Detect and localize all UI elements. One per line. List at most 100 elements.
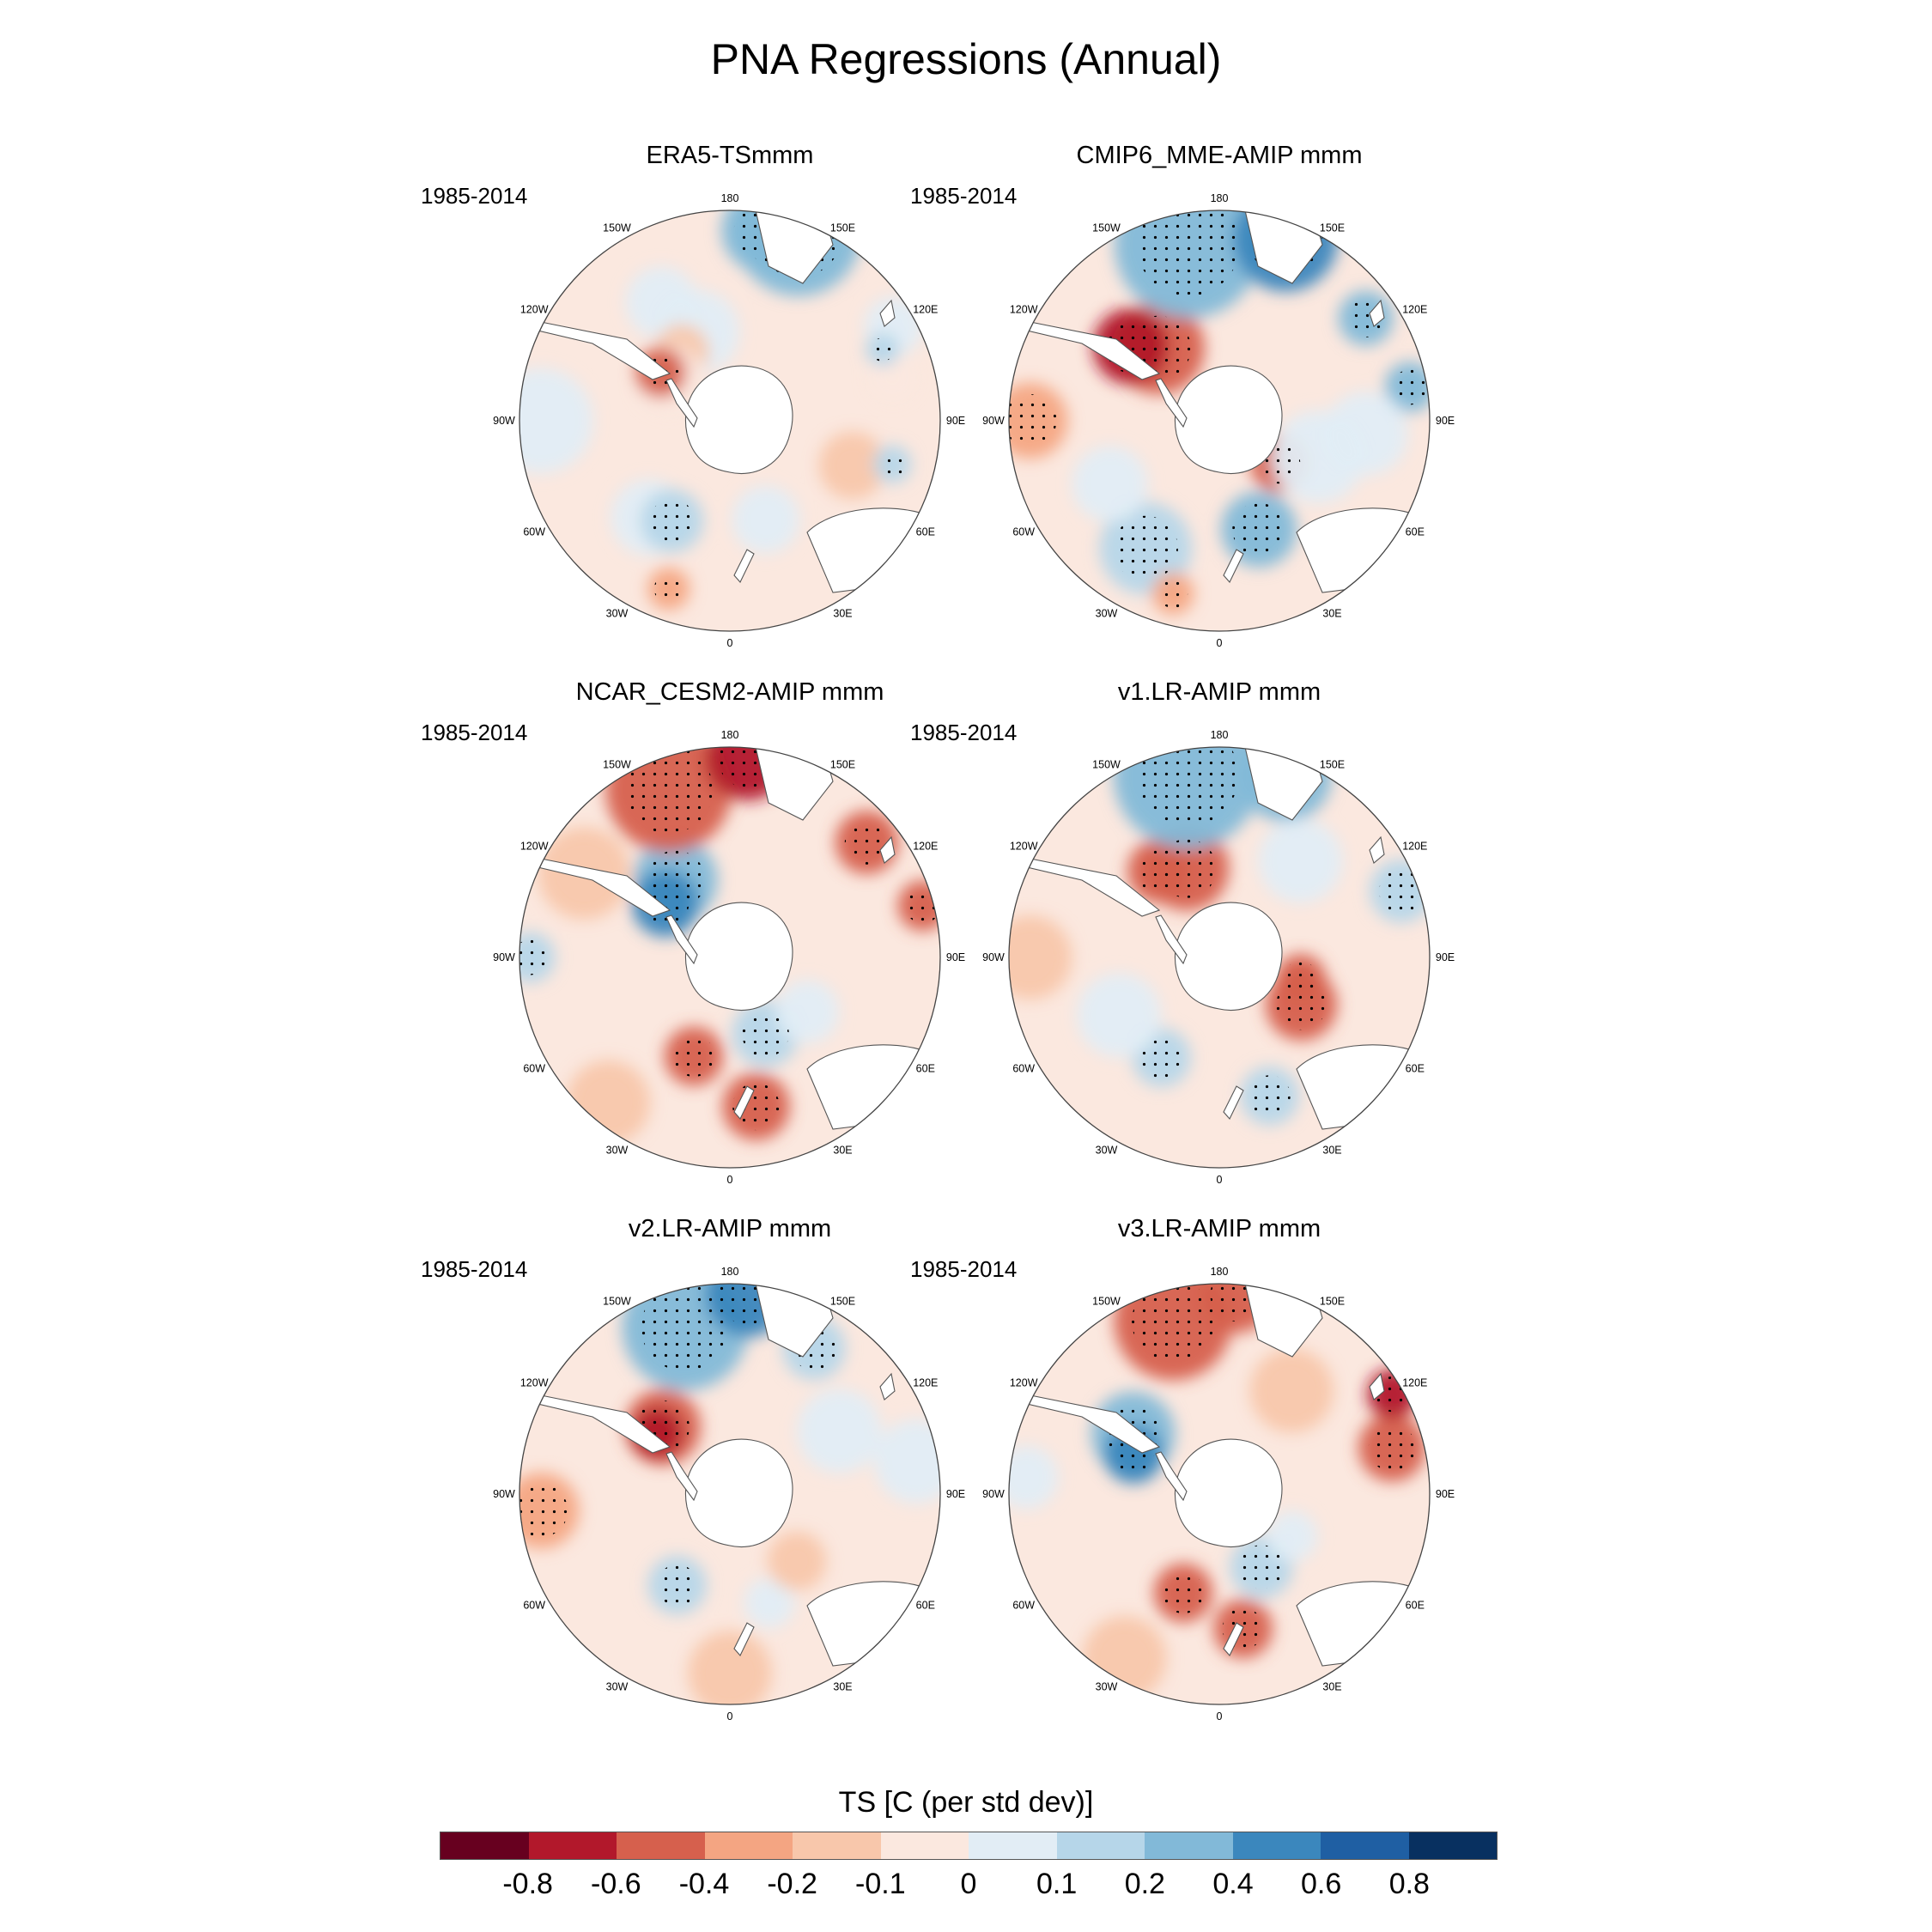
longitude-label: 30E xyxy=(1322,607,1341,619)
longitude-label: 60E xyxy=(916,1063,935,1075)
longitude-label: 180 xyxy=(721,1266,739,1278)
longitude-label: 30W xyxy=(1096,1144,1118,1156)
panel-title: ERA5-TSmmm xyxy=(646,142,814,169)
panel-period: 1985-2014 xyxy=(910,720,1018,745)
antarctic-peninsula-land xyxy=(665,378,698,428)
south-america-land xyxy=(1009,317,1161,380)
colorbar-swatch xyxy=(1408,1832,1497,1859)
anomaly-region xyxy=(767,1531,827,1591)
stipple-region xyxy=(673,1036,715,1078)
longitude-label: 120W xyxy=(1010,841,1038,853)
longitude-label: 0 xyxy=(1217,1174,1223,1186)
colorbar-tick-label: -0.1 xyxy=(855,1868,906,1900)
madagascar-land xyxy=(1369,299,1385,327)
longitude-label: 150E xyxy=(1320,1296,1345,1308)
map-boundary xyxy=(1008,210,1431,632)
panel-title: v2.LR-AMIP mmm xyxy=(628,1215,832,1242)
longitude-label: 180 xyxy=(1211,192,1229,204)
polar-map: 0 30E 60E 90E 120E 150E 180 150W 120W 90W 60W 30W xyxy=(982,729,1455,1186)
longitude-label: 30W xyxy=(606,607,629,619)
panel-title: NCAR_CESM2-AMIP mmm xyxy=(575,678,884,706)
panel-period: 1985-2014 xyxy=(421,1256,528,1282)
polar-map: 0 30E 60E 90E 120E 150E 180 150W 120W 90W 60W 30W xyxy=(982,1266,1455,1722)
longitude-label: 150W xyxy=(603,759,631,771)
polar-map: 0 30E 60E 90E 120E 150E 180 150W 120W 90W 60W 30W xyxy=(493,1266,965,1722)
longitude-label: 120W xyxy=(520,1377,549,1389)
longitude-label: 60W xyxy=(523,1063,545,1075)
antarctic-peninsula-land xyxy=(1155,914,1188,965)
colorbar-swatch xyxy=(617,1832,705,1859)
panel-title: v1.LR-AMIP mmm xyxy=(1117,678,1321,706)
south-america-land xyxy=(519,854,671,917)
colorbar-tick-label: -0.8 xyxy=(502,1868,553,1900)
panel-title: v3.LR-AMIP mmm xyxy=(1117,1215,1321,1242)
anomaly-region xyxy=(1077,973,1162,1058)
stipple-region xyxy=(870,337,895,361)
anomaly-region xyxy=(1267,1510,1318,1562)
longitude-label: 90W xyxy=(493,951,515,963)
south-america-land xyxy=(1009,1390,1161,1454)
stipple-region xyxy=(1379,869,1424,914)
map-panel-v1: v1.LR-AMIP mmm 1985-2014 0 30E 60E 90E 120E 150… xyxy=(893,678,1546,1194)
stipple-region xyxy=(519,1484,568,1538)
longitude-label: 30E xyxy=(833,1680,852,1692)
stipple-region xyxy=(649,499,695,544)
map-boundary xyxy=(519,1283,941,1705)
stipple-region xyxy=(1009,394,1057,447)
longitude-label: 90E xyxy=(946,1488,965,1500)
anomaly-region xyxy=(1072,446,1148,522)
anomaly-region xyxy=(625,266,698,338)
colorbar-tick-label: -0.2 xyxy=(767,1868,817,1900)
south-america-land xyxy=(519,1390,671,1454)
colorbar-tick-label: -0.4 xyxy=(678,1868,730,1900)
panel-title: CMIP6_MME-AMIP mmm xyxy=(1076,142,1363,169)
longitude-label: 180 xyxy=(1211,1266,1229,1278)
stipple-region xyxy=(1137,849,1182,894)
longitude-label: 180 xyxy=(1211,729,1229,741)
longitude-label: 180 xyxy=(721,729,739,741)
stipple-region xyxy=(1136,210,1240,296)
longitude-label: 60E xyxy=(1406,1063,1425,1075)
stipple-region xyxy=(1140,1036,1182,1078)
new-zealand-land xyxy=(733,1085,755,1120)
longitude-label: 150W xyxy=(603,1296,631,1308)
longitude-label: 120E xyxy=(1402,1377,1427,1389)
south-america-land xyxy=(519,317,671,380)
longitude-label: 90E xyxy=(1436,415,1455,427)
stipple-region xyxy=(1158,579,1188,609)
longitude-label: 0 xyxy=(727,637,733,649)
map-boundary xyxy=(1008,1283,1431,1705)
polar-map: 0 30E 60E 90E 120E 150E 180 150W 120W 90W 60W 30W xyxy=(493,192,965,649)
longitude-label: 90E xyxy=(946,415,965,427)
longitude-label: 90W xyxy=(982,951,1005,963)
anomaly-region xyxy=(818,431,886,500)
longitude-label: 120W xyxy=(520,304,549,316)
map-panel-ncar: NCAR_CESM2-AMIP mmm 1985-2014 0 30E 60E 90E 12… xyxy=(404,678,1056,1194)
stipple-region xyxy=(1283,961,1319,997)
stipple-region xyxy=(653,574,683,604)
colorbar-tick-label: 0 xyxy=(960,1868,977,1900)
colorbar-swatch xyxy=(793,1832,881,1859)
anomaly-region xyxy=(566,1060,651,1145)
longitude-label: 60E xyxy=(1406,526,1425,538)
longitude-label: 60W xyxy=(1012,1600,1035,1612)
longitude-label: 60W xyxy=(523,526,545,538)
antarctica-land xyxy=(1175,365,1283,475)
longitude-label: 90E xyxy=(1436,951,1455,963)
longitude-label: 120E xyxy=(913,304,938,316)
colorbar-swatch xyxy=(969,1832,1057,1859)
anomaly-region xyxy=(1009,915,1072,999)
stipple-region xyxy=(656,1564,698,1607)
colorbar-swatch xyxy=(1321,1832,1409,1859)
longitude-label: 120E xyxy=(1402,841,1427,853)
antarctica-land xyxy=(1175,1438,1283,1548)
stipple-region xyxy=(1239,1545,1284,1589)
stipple-region xyxy=(1249,1075,1291,1117)
anomaly-region xyxy=(797,1388,882,1473)
anomaly-region xyxy=(744,1577,795,1628)
anomaly-region xyxy=(688,1631,772,1704)
south-america-land xyxy=(1009,854,1161,917)
antarctic-peninsula-land xyxy=(1155,1451,1188,1502)
longitude-label: 120E xyxy=(913,1377,938,1389)
colorbar-tick-label: 0.8 xyxy=(1388,1868,1430,1900)
